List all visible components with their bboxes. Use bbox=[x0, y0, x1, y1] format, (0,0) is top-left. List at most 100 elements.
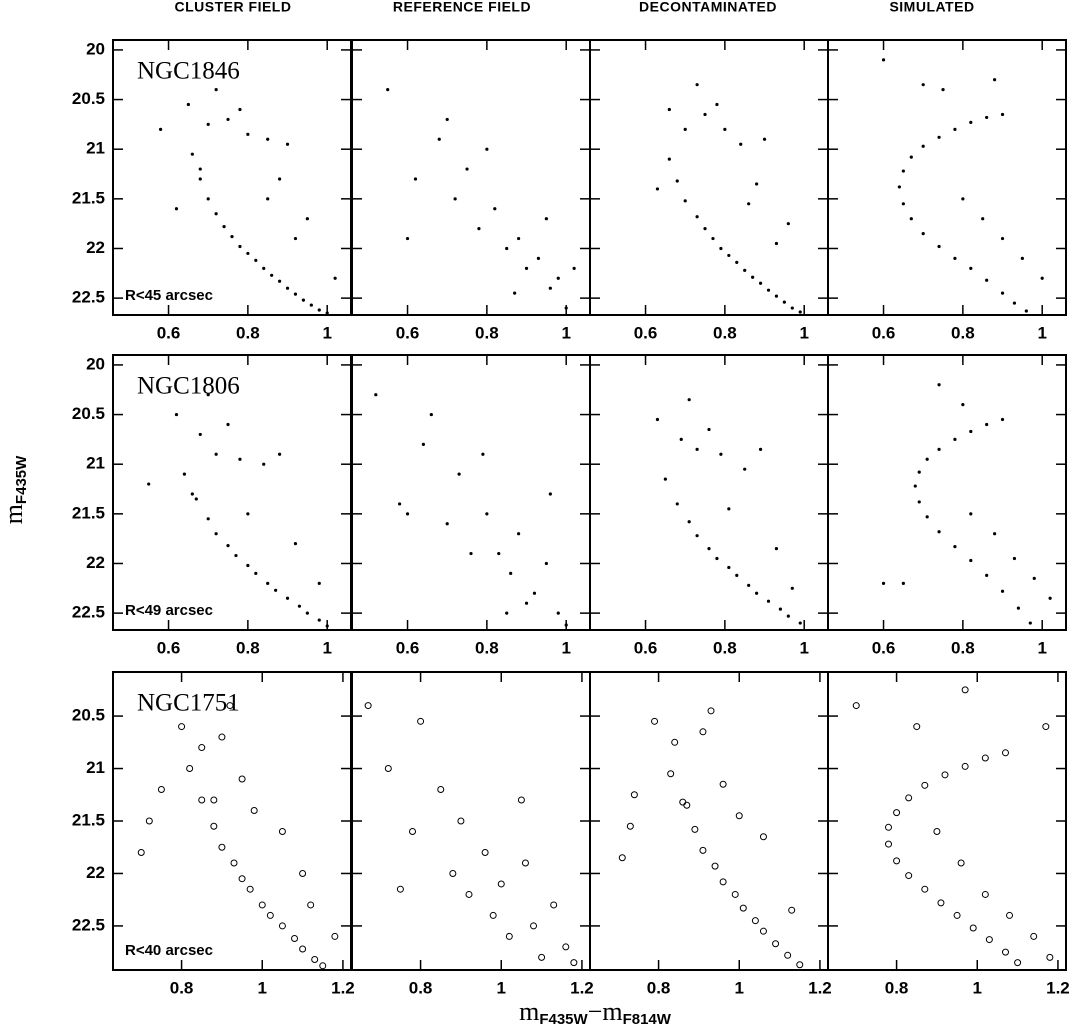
data-point bbox=[933, 827, 941, 835]
data-point bbox=[1020, 256, 1024, 261]
data-point bbox=[969, 266, 973, 270]
data-point bbox=[667, 770, 675, 778]
data-point bbox=[981, 890, 989, 898]
data-point bbox=[291, 935, 299, 943]
data-point bbox=[759, 927, 767, 935]
data-point bbox=[921, 144, 925, 148]
data-point bbox=[293, 542, 298, 546]
data-point bbox=[409, 827, 417, 835]
data-point bbox=[266, 137, 270, 141]
data-point bbox=[198, 796, 206, 804]
data-point bbox=[206, 197, 210, 201]
data-point bbox=[766, 288, 771, 292]
x-tick-label: 0.8 bbox=[475, 323, 499, 342]
data-point bbox=[766, 599, 771, 603]
data-point bbox=[278, 827, 286, 835]
data-point bbox=[852, 702, 860, 710]
x-tick-label: 0.8 bbox=[951, 323, 975, 342]
data-point bbox=[274, 588, 278, 592]
y-tick-label: 22.5 bbox=[72, 603, 105, 622]
data-point bbox=[985, 936, 993, 944]
data-point bbox=[421, 442, 425, 446]
data-point bbox=[905, 794, 913, 802]
x-tick-label: 1 bbox=[561, 638, 570, 657]
data-point bbox=[913, 723, 921, 731]
radius-annotation: R<40 arcsec bbox=[125, 942, 213, 959]
x-tick-label: 0.8 bbox=[647, 978, 671, 997]
data-point bbox=[1016, 606, 1021, 610]
data-point bbox=[364, 702, 372, 710]
data-point bbox=[715, 556, 719, 561]
data-point bbox=[198, 167, 202, 171]
data-point bbox=[715, 102, 719, 107]
data-point bbox=[921, 83, 925, 87]
data-point bbox=[707, 427, 711, 432]
y-tick-label: 20.5 bbox=[72, 706, 105, 725]
radius-annotation: R<49 arcsec bbox=[125, 602, 213, 619]
data-point bbox=[246, 132, 250, 136]
data-point bbox=[941, 771, 949, 779]
data-point bbox=[683, 801, 691, 809]
panel-frame bbox=[589, 671, 829, 971]
data-point bbox=[266, 911, 274, 919]
data-point bbox=[1000, 291, 1005, 295]
data-point bbox=[550, 901, 558, 909]
data-point bbox=[1000, 417, 1005, 422]
data-point bbox=[953, 437, 957, 441]
data-point bbox=[707, 707, 715, 715]
data-point bbox=[786, 222, 790, 226]
data-point bbox=[238, 107, 242, 112]
data-point bbox=[489, 911, 497, 919]
data-point bbox=[254, 571, 258, 576]
data-point bbox=[214, 212, 218, 216]
x-tick-label: 0.8 bbox=[885, 978, 909, 997]
data-point bbox=[969, 512, 973, 516]
data-point bbox=[218, 843, 226, 851]
data-point bbox=[1014, 959, 1022, 967]
data-point bbox=[497, 551, 501, 556]
data-point bbox=[405, 236, 410, 241]
data-point bbox=[885, 823, 893, 831]
data-point bbox=[218, 733, 226, 741]
data-point bbox=[384, 765, 392, 773]
data-point bbox=[618, 854, 626, 862]
data-point bbox=[901, 581, 905, 585]
y-tick-label: 22 bbox=[86, 863, 105, 882]
data-point bbox=[206, 122, 210, 126]
data-point bbox=[993, 78, 997, 82]
data-point bbox=[198, 177, 202, 181]
x-tick-label: 0.8 bbox=[713, 323, 737, 342]
data-point bbox=[317, 308, 321, 312]
x-tick-label: 1 bbox=[497, 978, 506, 997]
data-point bbox=[747, 583, 751, 587]
data-point bbox=[532, 591, 537, 595]
data-point bbox=[655, 187, 660, 191]
data-point bbox=[953, 545, 957, 549]
data-point bbox=[517, 236, 521, 241]
data-point bbox=[711, 862, 719, 870]
data-point bbox=[719, 780, 727, 788]
data-point bbox=[417, 717, 425, 725]
data-point bbox=[222, 225, 226, 229]
data-point bbox=[178, 723, 186, 731]
y-label-subscript: F435W bbox=[13, 455, 30, 504]
data-point bbox=[953, 256, 957, 261]
x-tick-label: 0.6 bbox=[396, 638, 420, 657]
data-point bbox=[485, 512, 489, 516]
data-point bbox=[278, 922, 286, 930]
data-point bbox=[921, 781, 929, 789]
data-point bbox=[517, 796, 525, 804]
data-point bbox=[238, 457, 242, 461]
x-tick-label: 0.8 bbox=[951, 638, 975, 657]
data-point bbox=[299, 945, 307, 953]
data-point bbox=[1000, 236, 1005, 241]
data-point bbox=[230, 234, 234, 239]
data-point bbox=[727, 253, 731, 258]
data-point bbox=[159, 127, 163, 131]
y-tick-label: 20 bbox=[86, 354, 105, 373]
radius-annotation: R<45 arcsec bbox=[125, 287, 213, 304]
x-tick-label: 0.6 bbox=[634, 323, 658, 342]
data-point bbox=[937, 135, 941, 139]
data-point bbox=[790, 586, 794, 590]
